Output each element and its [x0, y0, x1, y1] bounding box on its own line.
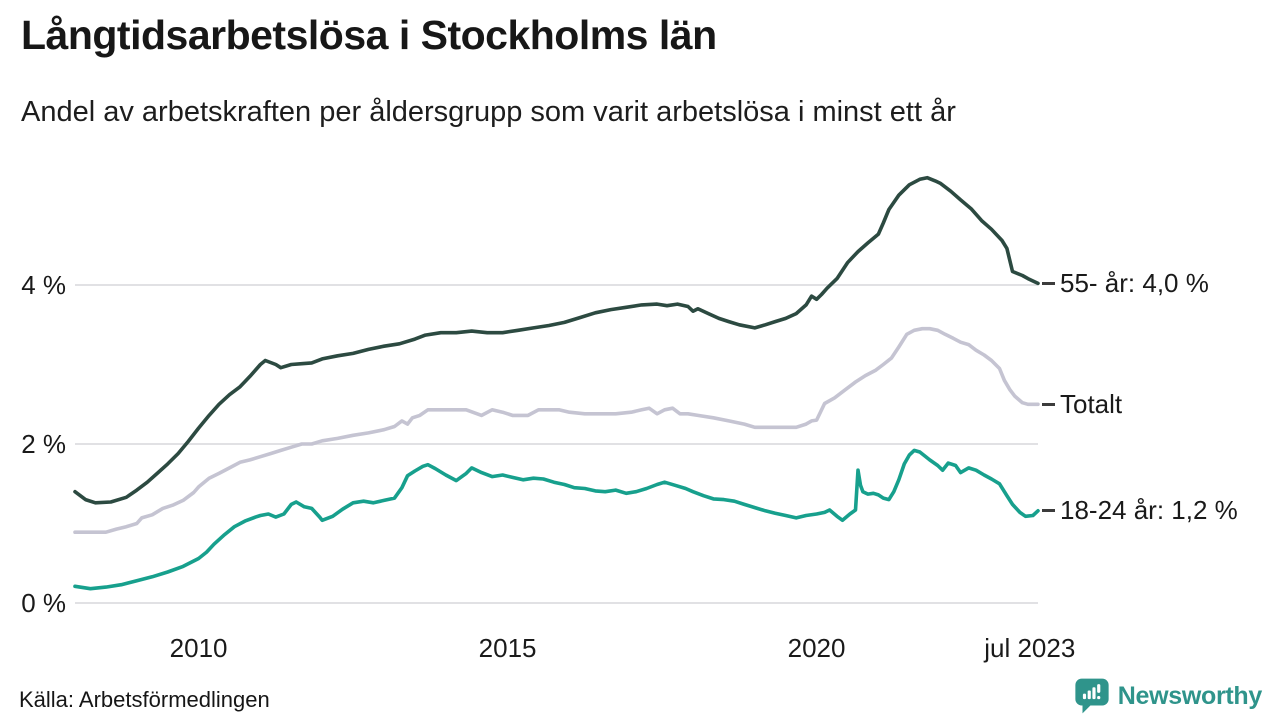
- newsworthy-wordmark: Newsworthy: [1117, 681, 1263, 710]
- newsworthy-logo: Newsworthy: [1073, 676, 1262, 716]
- y-tick-label-2: 2 %: [21, 429, 66, 459]
- series-label-text: 55- år: 4,0 %: [1060, 267, 1209, 298]
- x-tick-label-2020: 2020: [787, 633, 846, 663]
- series-line-18-24: [73, 448, 1040, 591]
- series-line-55: [73, 175, 1040, 505]
- label-connector-icon: [1042, 402, 1055, 406]
- series-line-totalt: [73, 326, 1040, 535]
- series-label-18-24: 18-24 år: 1,2 %: [1042, 494, 1238, 528]
- x-tick-label-2015: 2015: [478, 633, 537, 663]
- series-label-text: 18-24 år: 1,2 %: [1060, 495, 1238, 526]
- series-label-totalt: Totalt: [1042, 387, 1122, 421]
- label-connector-icon: [1042, 281, 1055, 285]
- x-tick-label-jul-2023: jul 2023: [984, 633, 1076, 663]
- page-title: Långtidsarbetslösa i Stockholms län: [21, 12, 717, 58]
- y-tick-label-0: 0 %: [21, 588, 66, 618]
- y-tick-label-4: 4 %: [21, 270, 66, 300]
- series-label-text: Totalt: [1060, 388, 1123, 419]
- label-connector-icon: [1042, 509, 1055, 513]
- source-note: Källa: Arbetsförmedlingen: [19, 687, 270, 712]
- page-subtitle: Andel av arbetskraften per åldersgrupp s…: [21, 96, 956, 128]
- newsworthy-bubble-chart-icon: [1075, 678, 1109, 714]
- series-label-55: 55- år: 4,0 %: [1042, 266, 1209, 300]
- x-tick-label-2010: 2010: [169, 633, 228, 663]
